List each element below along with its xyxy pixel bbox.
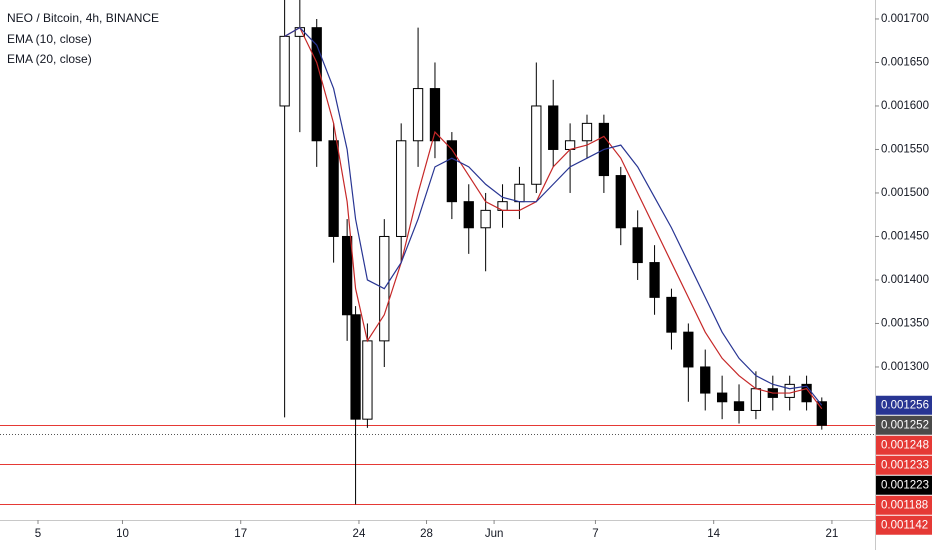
candle-body: [396, 140, 407, 237]
candle-body: [311, 27, 322, 142]
price-label: 0.001188: [881, 499, 928, 511]
candle-body: [463, 201, 474, 229]
chart-title: NEO / Bitcoin, 4h, BINANCE: [7, 11, 159, 25]
price-label: 0.001223: [881, 479, 929, 491]
y-tick-label: 0.001500: [881, 187, 929, 199]
x-tick-label: 10: [116, 528, 129, 540]
x-tick-label: 24: [353, 528, 366, 540]
candle-body: [581, 122, 593, 142]
candle-body: [480, 209, 491, 229]
candle-body: [632, 227, 643, 264]
x-tick-label: 28: [420, 528, 433, 540]
ema-line: [284, 26, 823, 410]
price-label-box: [876, 455, 932, 475]
price-label: 0.001142: [881, 519, 928, 531]
candle-body: [350, 314, 361, 420]
price-label: 0.001252: [881, 419, 929, 431]
y-tick-label: 0.001350: [881, 317, 929, 329]
y-tick-label: 0.001650: [881, 56, 929, 68]
candle-body: [683, 331, 694, 368]
price-label-box: [876, 415, 932, 435]
y-tick-label: 0.001600: [881, 100, 929, 112]
candle-body: [784, 383, 795, 398]
price-label-box: [876, 495, 932, 515]
plot-area: [0, 0, 875, 505]
candle-body: [514, 183, 525, 203]
ema-line: [284, 26, 823, 406]
candle-body: [801, 383, 812, 403]
candle-body: [328, 140, 339, 237]
candle-body: [733, 401, 745, 411]
candle-body: [666, 296, 677, 333]
candle-body: [649, 262, 660, 298]
price-label-box: [876, 515, 932, 535]
candle-body: [279, 35, 290, 107]
candle-body: [615, 175, 626, 229]
x-tick-label: 5: [35, 528, 41, 540]
candle-body: [716, 392, 728, 403]
y-tick-label: 0.001300: [881, 361, 929, 373]
price-label: 0.001256: [881, 399, 929, 411]
candle-body: [750, 388, 762, 411]
x-tick-label: 21: [826, 528, 839, 540]
x-tick-label: 7: [592, 528, 598, 540]
legend-entry: EMA (20, close): [7, 52, 92, 66]
price-label: 0.001248: [881, 439, 929, 451]
y-tick-label: 0.001450: [881, 230, 929, 242]
candle-body: [341, 235, 353, 316]
price-label-box: [876, 395, 932, 415]
y-tick-label: 0.001550: [881, 143, 929, 155]
candle-body: [816, 401, 827, 426]
price-label: 0.001233: [881, 459, 929, 471]
candle-body: [548, 105, 559, 150]
candle-body: [700, 366, 711, 394]
x-tick-label: Jun: [485, 528, 504, 540]
y-tick-label: 0.001700: [881, 13, 929, 25]
candle-body: [362, 340, 373, 420]
x-tick-label: 14: [707, 528, 720, 540]
candle-body: [531, 105, 542, 185]
y-tick-label: 0.001400: [881, 274, 929, 286]
candle-body: [412, 88, 424, 142]
legend-entry: EMA (10, close): [7, 32, 92, 46]
price-label-box: [876, 475, 932, 495]
candle-body: [429, 88, 441, 142]
x-tick-label: 17: [234, 528, 247, 540]
candle-body: [446, 140, 458, 203]
price-label-box: [876, 435, 932, 455]
